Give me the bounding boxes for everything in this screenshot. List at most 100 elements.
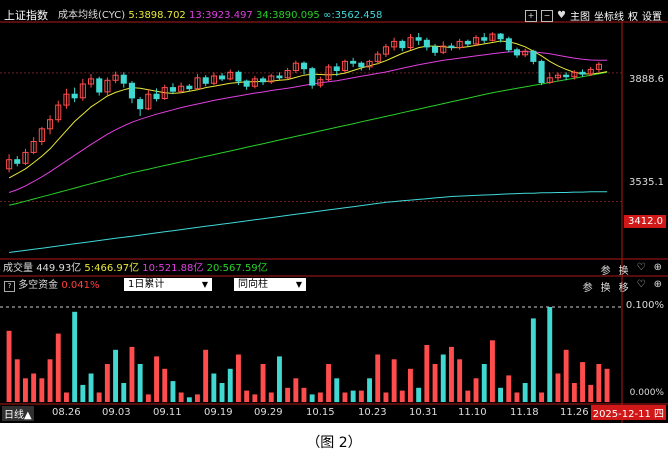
sub-move-button[interactable]: 移 [618,283,629,294]
candle-body [571,71,578,78]
candle-body [497,33,504,40]
fund-flow-bar [170,381,176,402]
date-tick-label: 09.03 [102,407,131,418]
fund-flow-bar [203,349,209,402]
chevron-down-icon: ▼ [295,280,302,289]
fund-flow-bar [236,354,241,402]
candle-body [489,33,496,41]
candle-body [120,74,127,84]
sub-switch-button[interactable]: 换 [600,283,611,294]
candle-body [440,45,447,53]
figure-caption: （图 2） [306,435,362,451]
candle-body [399,40,406,49]
candle-body [202,77,209,84]
fund-flow-bar [55,333,61,402]
candle-body [30,141,37,153]
fund-flow-bar [399,390,405,402]
volume-add-icon[interactable]: ⊕ [653,262,662,273]
candle-body [505,38,512,51]
candle-body [423,39,430,48]
fund-flow-bar [178,392,184,402]
subchart-legend: ? 多空资金 0.041% [4,279,100,293]
candle-body [63,93,70,106]
candle-body [276,75,283,79]
fund-flow-bar [260,364,266,402]
sub-fav-icon[interactable]: ♡ [636,279,646,290]
fund-flow-bar [137,364,143,402]
chart-window: 上证指数 成本均线(CYC) 5:3898.702 13:3923.497 34… [0,0,668,423]
fund-flow-bar [293,378,299,403]
fund-flow-bar [358,390,364,402]
candle-body [350,60,357,64]
bar-mode-select-value: 同向柱 [238,279,268,290]
fund-flow-bar [555,373,561,402]
volume-param-button[interactable]: 参 [600,266,611,277]
fund-flow-bar [440,354,446,402]
date-tick-label: 11.26 [560,407,589,418]
fund-flow-bar [154,356,159,402]
chevron-down-icon: ▼ [201,280,208,289]
chart-canvas [0,21,668,423]
fund-flow-bar [195,394,200,402]
zoom-in-icon[interactable]: + [525,9,538,22]
accum-select-value: 1日累计 [128,279,165,290]
ma34-value: 34:3890.095 [255,10,320,21]
fund-flow-bar [547,307,553,402]
sub-add-icon[interactable]: ⊕ [653,279,662,290]
fund-flow-bar [113,349,118,402]
fund-flow-bar [277,356,282,402]
fund-flow-bar [481,364,487,402]
candle-body [448,45,455,49]
candle-body [325,66,332,81]
candle-body [79,83,86,99]
fund-flow-bar [604,368,610,403]
candle-body [268,75,275,83]
candle-body [145,93,152,110]
fund-flow-bar [64,392,69,402]
zoom-out-icon[interactable]: − [541,9,554,22]
volume-switch-button[interactable]: 换 [618,266,629,277]
candle-body [538,60,545,84]
fund-flow-bar [490,340,495,403]
fund-flow-bar [227,368,233,403]
date-tick-label: 09.11 [153,407,182,418]
period-button[interactable]: 日线▲ [2,406,34,421]
fund-flow-bar [186,397,192,403]
volume-ma10: 10:521.88亿 [142,263,204,274]
fund-flow-bar [285,387,291,403]
volume-fav-icon[interactable]: ♡ [636,262,646,273]
favorite-icon[interactable]: ♥ [557,10,566,21]
rights-button[interactable]: 权 [628,12,638,23]
accum-select[interactable]: 1日累计 ▼ [124,278,212,291]
date-tick-label: 08.26 [52,407,81,418]
date-tick-label: 11.18 [510,407,539,418]
date-tick-label: 10.15 [306,407,335,418]
fund-flow-bar [596,364,602,402]
fund-flow-bar [96,392,102,402]
main-chart-button[interactable]: 主图 [570,12,590,23]
candle-body [251,78,258,87]
fund-flow-bar [530,318,536,402]
bar-mode-select[interactable]: 同向柱 ▼ [234,278,306,291]
fund-flow-bar [14,359,20,402]
fund-flow-bar [145,394,151,402]
candle-body [284,70,291,79]
candle-body [161,87,168,99]
candle-body [104,79,111,93]
candle-body [6,159,13,170]
help-icon[interactable]: ? [4,281,15,292]
candle-body [382,46,389,55]
candle-body [88,78,95,85]
sub-param-button[interactable]: 参 [582,283,593,294]
fund-flow-bar [39,378,45,403]
ma34-line [8,71,608,206]
candle-body [71,93,78,99]
candle-body [112,74,119,81]
candle-body [219,75,226,80]
fund-flow-bar [465,390,471,402]
crosshair-button[interactable]: 坐标线 [594,12,624,23]
fund-flow-bar [219,383,225,402]
candle-body [317,79,324,86]
settings-button[interactable]: 设置 [642,12,662,23]
fund-flow-bar [498,387,503,403]
